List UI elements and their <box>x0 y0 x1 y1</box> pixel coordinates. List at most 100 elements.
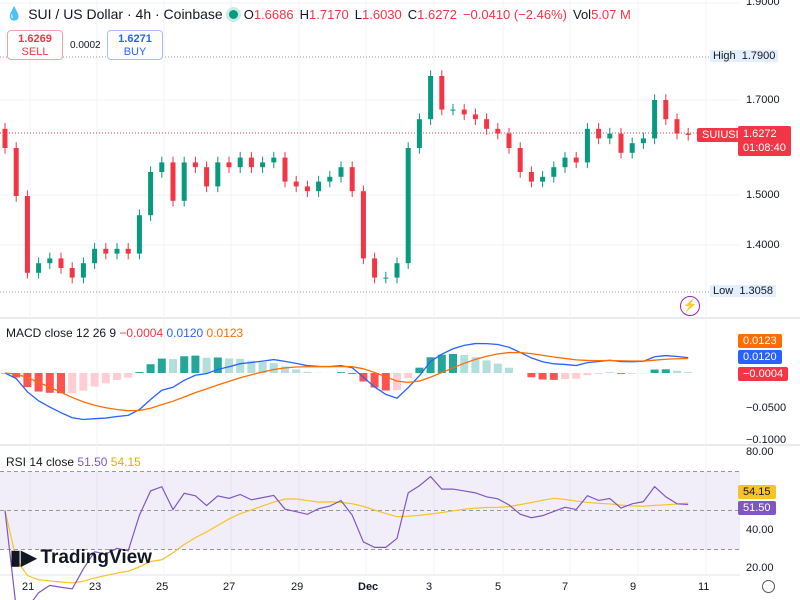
candle <box>416 119 422 148</box>
low-label: L <box>354 6 362 22</box>
macd-histogram-bar <box>68 373 77 394</box>
buy-button[interactable]: 1.6271 BUY <box>107 30 163 60</box>
price-tick: 1.9000 <box>746 0 780 8</box>
macd-histogram-bar <box>57 373 65 394</box>
settings-icon[interactable] <box>762 580 775 593</box>
macd-histogram-bar <box>45 373 54 393</box>
high-marker-label: High <box>713 50 736 62</box>
candle <box>428 76 434 120</box>
symbol-title[interactable]: SUI / US Dollar · 4h · Coinbase <box>28 6 223 22</box>
countdown: 01:08:40 <box>743 142 786 154</box>
candle <box>69 268 75 278</box>
macd-label: MACD close 12 26 9 <box>6 326 117 340</box>
candle <box>2 128 8 148</box>
candle <box>618 133 624 153</box>
candle <box>24 196 30 273</box>
macd-tag: 0.0120 <box>738 350 782 364</box>
rsi-tag: 51.50 <box>738 501 776 515</box>
candle <box>80 263 86 278</box>
candle <box>394 263 400 278</box>
macd-histogram-bar <box>191 355 200 373</box>
vol-label: Vol <box>573 6 592 22</box>
macd-histogram-bar <box>180 356 189 373</box>
candle <box>640 138 646 144</box>
macd-histogram-bar <box>12 373 21 378</box>
candle <box>484 119 490 129</box>
close-label: C <box>407 6 418 22</box>
low-marker-value: 1.3058 <box>739 285 773 297</box>
rsi-ma-value: 54.15 <box>110 455 141 469</box>
macd-histogram-bar <box>23 373 32 388</box>
macd-histogram-bar <box>124 373 133 378</box>
spread: 0.0002 <box>70 40 101 51</box>
candle <box>495 128 501 134</box>
candle <box>349 167 355 192</box>
macd-histogram-bar <box>269 363 278 373</box>
macd-histogram-bar <box>146 364 155 373</box>
time-tick: 5 <box>495 581 502 593</box>
macd-histogram-bar <box>460 355 469 373</box>
open-label: O <box>243 6 254 22</box>
macd-histogram-bar <box>348 373 357 375</box>
macd-histogram-bar <box>527 373 536 378</box>
candle <box>13 148 19 196</box>
logo-text: TradingView <box>40 546 152 568</box>
candle <box>181 162 187 201</box>
macd-histogram-bar <box>370 373 379 388</box>
macd-histogram-bar <box>258 362 267 373</box>
rsi-ma-line <box>4 497 689 584</box>
macd-histogram-bar <box>572 373 581 379</box>
macd-histogram-bar <box>437 354 446 373</box>
candle <box>528 172 534 182</box>
time-tick: 21 <box>22 581 35 593</box>
candle <box>92 248 98 264</box>
candle <box>562 157 568 168</box>
candle <box>316 181 322 192</box>
buy-price: 1.6271 <box>118 33 152 45</box>
candle <box>663 100 669 120</box>
candle <box>540 176 546 182</box>
price-tick: 1.4000 <box>746 239 780 251</box>
macd-histogram-bar <box>381 373 390 391</box>
macd-histogram-bar <box>213 357 222 373</box>
candle <box>248 157 254 168</box>
chart-header: 💧 SUI / US Dollar · 4h · Coinbase O 1.668… <box>6 6 631 22</box>
macd-histogram-bar <box>673 370 681 373</box>
low-value: 1.6030 <box>362 6 402 22</box>
time-tick: 7 <box>562 581 569 593</box>
macd-legend[interactable]: MACD close 12 26 9 −0.0004 0.0120 0.0123 <box>6 326 243 340</box>
macd-hist-tag: −0.0004 <box>738 367 789 381</box>
macd-histogram-bar <box>628 373 637 374</box>
macd-histogram-bar <box>169 359 177 373</box>
candle <box>192 162 198 168</box>
candle <box>293 181 299 187</box>
rsi-value: 51.50 <box>77 455 108 469</box>
time-tick: 9 <box>630 581 637 593</box>
candle <box>439 76 445 110</box>
lightning-icon[interactable]: ⚡ <box>680 296 700 316</box>
rsi-tick: 20.00 <box>746 562 774 574</box>
candle <box>125 248 131 254</box>
time-tick: 23 <box>89 581 102 593</box>
macd-histogram-bar <box>202 357 211 373</box>
candle <box>629 143 635 153</box>
macd-histogram-bar <box>79 373 88 391</box>
rsi-legend[interactable]: RSI 14 close 51.50 54.15 <box>6 455 141 469</box>
rsi-tick: 40.00 <box>746 524 774 536</box>
candle <box>551 167 557 177</box>
macd-histogram-bar <box>236 358 245 373</box>
close-value: 1.6272 <box>417 6 457 22</box>
macd-histogram-bar <box>303 371 312 373</box>
macd-histogram-bar <box>90 373 99 387</box>
time-tick: 27 <box>223 581 236 593</box>
macd-histogram-bar <box>135 372 144 373</box>
sui-logo-icon: 💧 <box>6 6 23 21</box>
candle <box>607 133 613 139</box>
candle <box>260 162 266 168</box>
sell-button[interactable]: 1.6269 SELL <box>7 30 63 60</box>
macd-tick: −0.1000 <box>746 434 787 446</box>
macd-histogram-bar <box>292 369 301 373</box>
change-value: −0.0410 (−2.46%) <box>462 6 567 22</box>
candle <box>159 162 165 172</box>
